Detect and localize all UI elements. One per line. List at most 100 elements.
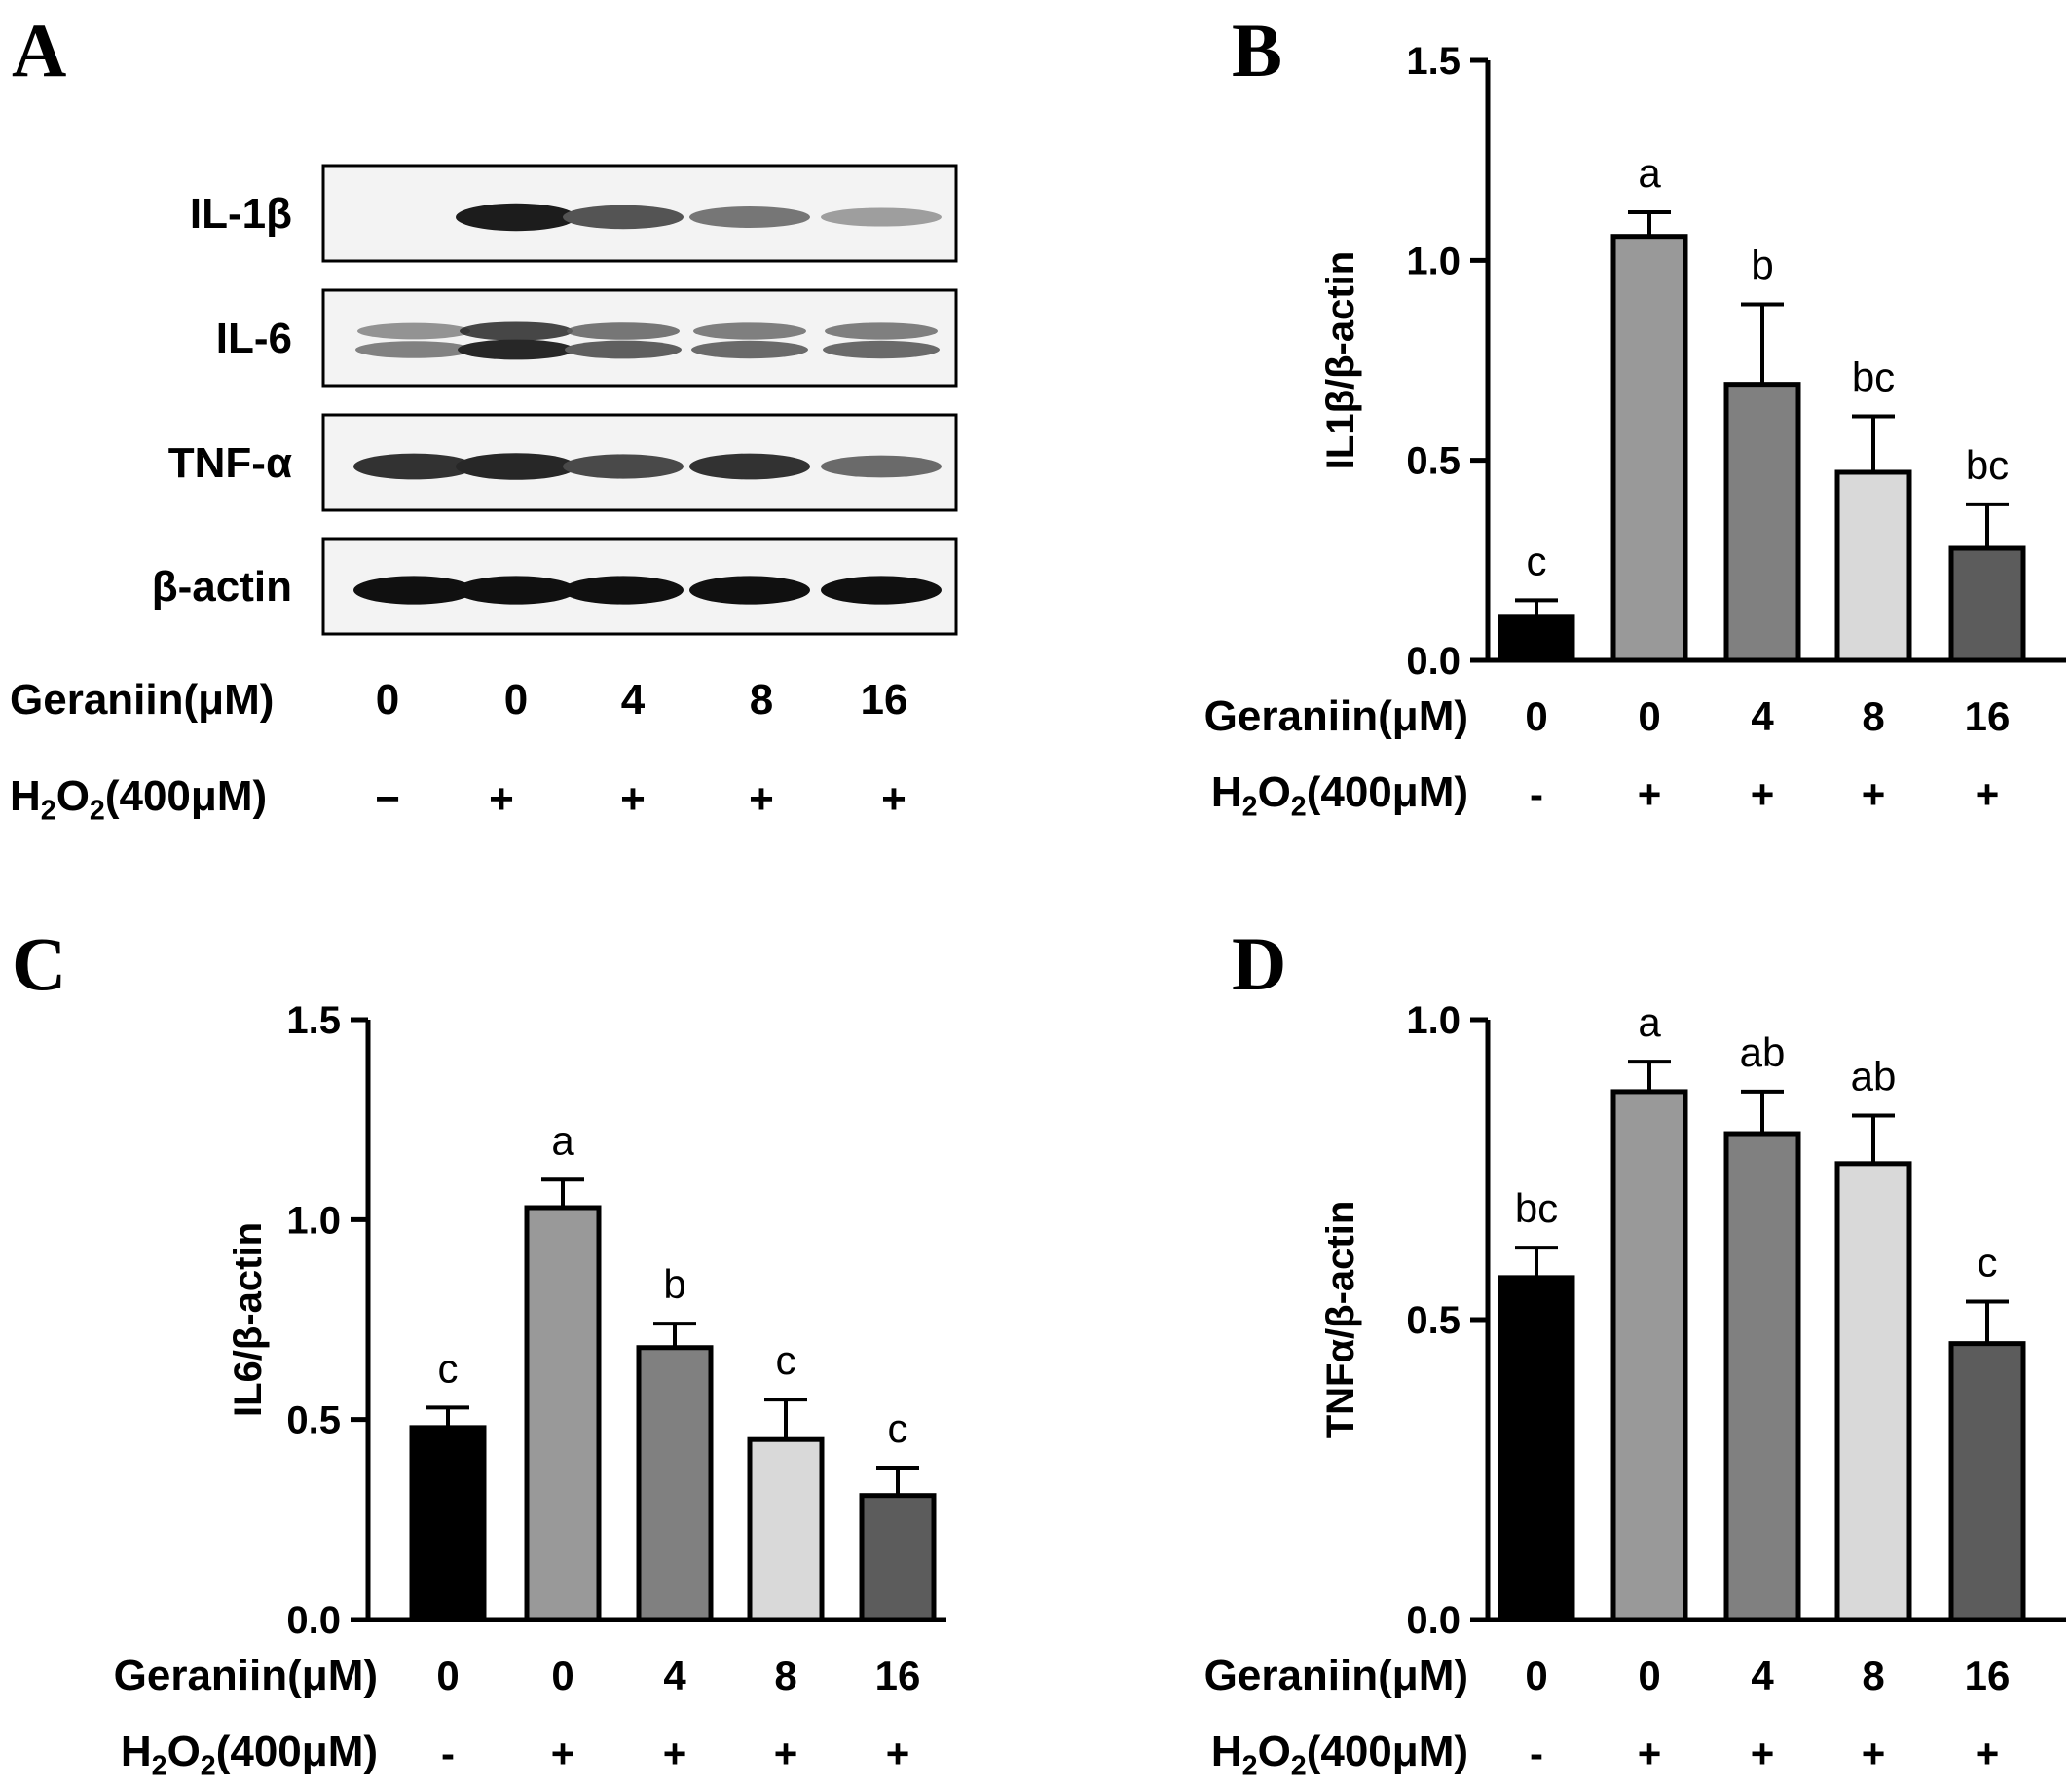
blot-band	[693, 322, 806, 340]
h2o2-value: +	[1638, 1731, 1662, 1776]
blot-band	[353, 453, 474, 480]
y-axis-label: IL1β/β-actin	[1319, 251, 1362, 469]
y-axis-label: IL6/β-actin	[227, 1222, 270, 1417]
bar	[1723, 382, 1801, 663]
h2o2-value: +	[1862, 771, 1886, 817]
blot-band	[355, 341, 472, 358]
panel-label-d: D	[1232, 921, 1286, 1006]
blot-geraniin-label: Geraniin(μM)	[10, 676, 274, 724]
h2o2-value: +	[774, 1731, 798, 1776]
blot-band	[458, 339, 574, 360]
y-tick-label: 0.0	[1406, 1599, 1461, 1642]
bar	[1610, 234, 1688, 663]
geraniin-value: 16	[1965, 1653, 2011, 1698]
blot-band	[825, 322, 938, 340]
blot-band	[563, 205, 684, 230]
blot-h2o2-value: +	[620, 775, 646, 823]
chart-tnfa: 0.0 0.5 1.0 TNFα/β-actin bc a ab ab c Geraniin(μM…	[1204, 999, 2066, 1782]
blot-row-label: TNF-α	[168, 439, 292, 487]
h2o2-value: +	[1751, 1731, 1775, 1776]
h2o2-label: H2O2(400μM)	[1211, 768, 1468, 823]
blot-geraniin-value: 16	[861, 676, 908, 724]
geraniin-label: Geraniin(μM)	[1204, 692, 1468, 740]
geraniin-value: 0	[1638, 693, 1660, 739]
significance-label: c	[438, 1345, 459, 1391]
geraniin-value: 0	[551, 1653, 574, 1698]
significance-label: a	[1638, 999, 1661, 1045]
blot-geraniin-value: 0	[504, 676, 528, 724]
geraniin-value: 8	[1862, 693, 1884, 739]
significance-label: a	[551, 1117, 574, 1163]
panel-label-c: C	[12, 921, 66, 1006]
significance-label: b	[1751, 242, 1773, 288]
h2o2-value: -	[441, 1731, 455, 1776]
blot-band	[460, 321, 573, 341]
geraniin-label: Geraniin(μM)	[1204, 1652, 1468, 1699]
h2o2-value: +	[1751, 771, 1775, 817]
chart-il6: 0.0 0.5 1.0 1.5 IL6/β-actin c a b c c Geraniin(μM)…	[114, 999, 946, 1782]
blot-band	[563, 454, 684, 479]
panel-label-b: B	[1232, 8, 1282, 93]
h2o2-value: +	[1976, 771, 2000, 817]
panel-label-a: A	[12, 8, 66, 93]
blot-row: TNF-α	[168, 413, 958, 512]
significance-label: a	[1638, 150, 1661, 196]
chart-il1b: 0.0 0.5 1.0 1.5 IL1β/β-actin c a b bc bc Geraniin(…	[1204, 40, 2066, 823]
geraniin-value: 16	[875, 1653, 921, 1698]
geraniin-value: 0	[1525, 1653, 1547, 1698]
bar	[524, 1205, 602, 1622]
geraniin-value: 0	[1525, 693, 1547, 739]
geraniin-value: 0	[436, 1653, 459, 1698]
blot-row: IL-6	[216, 288, 958, 388]
bar	[409, 1425, 487, 1622]
blot-h2o2-label: H2O2(400μM)	[10, 772, 267, 827]
geraniin-value: 4	[1751, 1653, 1774, 1698]
y-tick-label: 0.5	[1406, 1299, 1461, 1342]
bar	[859, 1493, 937, 1622]
blot-band	[691, 340, 808, 359]
geraniin-value: 0	[1638, 1653, 1660, 1698]
blot-band	[456, 576, 576, 605]
significance-label: bc	[1515, 1185, 1558, 1231]
blot-row: β-actin	[152, 537, 958, 636]
blot-band	[821, 576, 942, 605]
significance-label: bc	[1966, 442, 2009, 488]
h2o2-value: +	[551, 1731, 575, 1776]
blot-geraniin-value: 4	[621, 676, 646, 724]
h2o2-value: +	[886, 1731, 910, 1776]
geraniin-value: 16	[1965, 693, 2011, 739]
y-tick-label: 0.5	[1406, 440, 1461, 483]
bar	[1948, 545, 2026, 663]
h2o2-value: -	[1530, 771, 1543, 817]
y-axis-label: TNFα/β-actin	[1319, 1201, 1362, 1439]
bar	[1498, 1275, 1575, 1622]
geraniin-value: 4	[1751, 693, 1774, 739]
h2o2-value: +	[1862, 1731, 1886, 1776]
blot-h2o2-value: +	[749, 775, 774, 823]
y-tick-label: 0.0	[1406, 640, 1461, 683]
significance-label: ab	[1851, 1054, 1897, 1100]
blot-band	[567, 322, 680, 340]
bar	[636, 1345, 714, 1622]
bar	[1498, 614, 1575, 663]
blot-band	[563, 576, 684, 605]
y-tick-label: 1.0	[286, 1199, 341, 1242]
y-tick-label: 1.0	[1406, 999, 1461, 1042]
blot-band	[821, 207, 942, 227]
significance-label: c	[1527, 538, 1547, 583]
y-tick-label: 1.5	[1406, 40, 1461, 83]
blot-row-label: β-actin	[152, 563, 292, 611]
blot-band	[357, 322, 470, 340]
blot-band	[456, 203, 576, 232]
blot-band	[689, 206, 810, 228]
bar	[1834, 1161, 1912, 1622]
geraniin-value: 8	[774, 1653, 796, 1698]
significance-label: c	[888, 1405, 908, 1451]
y-tick-label: 0.5	[286, 1399, 341, 1442]
bar	[747, 1436, 825, 1622]
bar	[1723, 1131, 1801, 1622]
significance-label: c	[776, 1337, 796, 1383]
h2o2-value: +	[1976, 1731, 2000, 1776]
h2o2-value: +	[1638, 771, 1662, 817]
h2o2-value: -	[1530, 1731, 1543, 1776]
